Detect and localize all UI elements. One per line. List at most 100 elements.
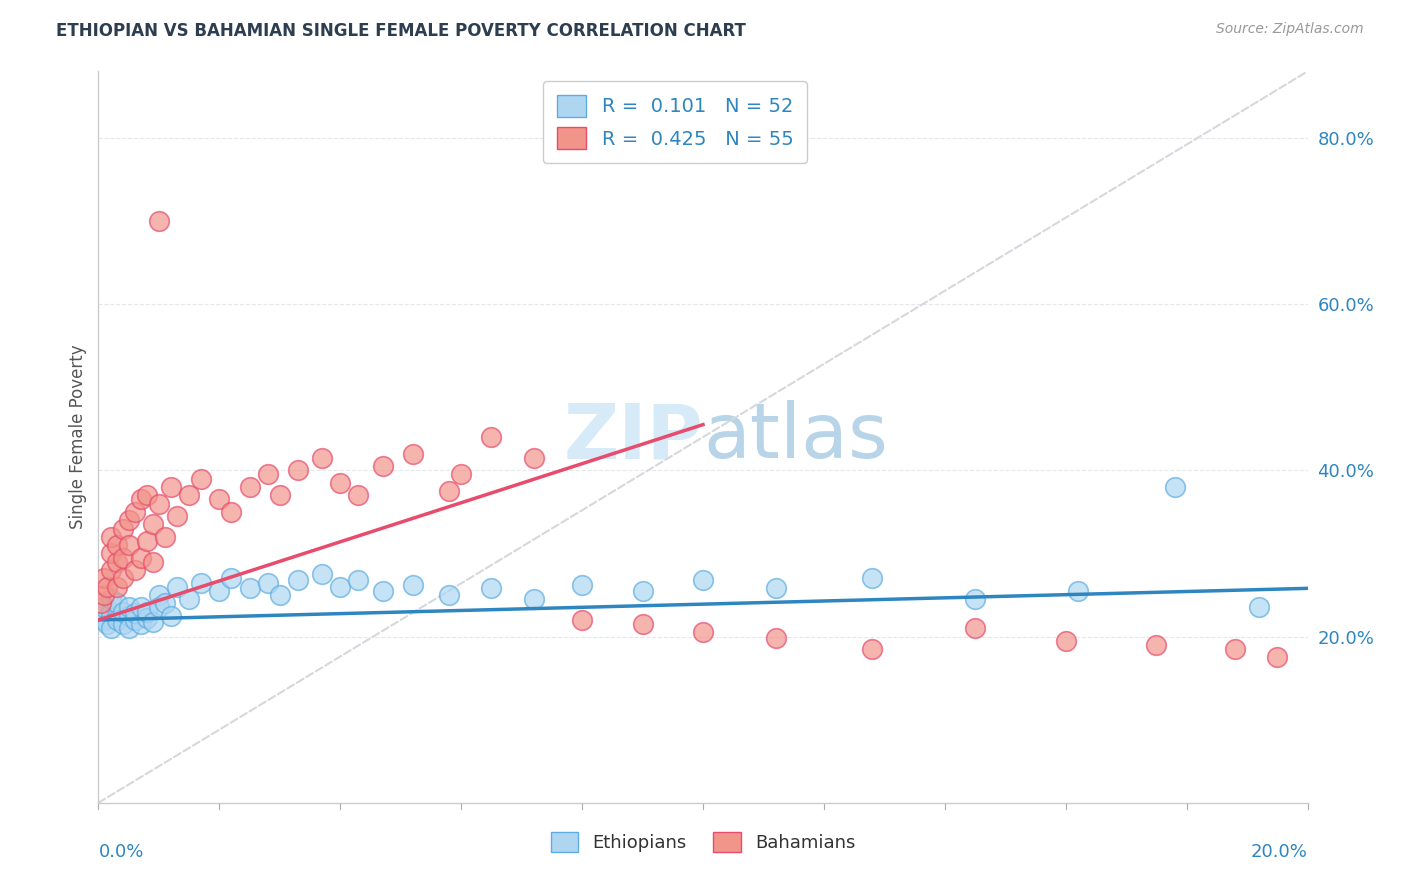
Point (523, 450, 546, 465)
Point (153, 530, 176, 544)
Legend: Ethiopians, Bahamians: Ethiopians, Bahamians (543, 824, 863, 860)
Point (105, 580, 128, 594)
Point (105, 613, 128, 627)
Point (1163, 480, 1185, 494)
Point (160, 480, 183, 494)
Point (105, 538, 128, 552)
Point (860, 642, 883, 657)
Point (166, 509, 188, 524)
Point (124, 563, 146, 577)
Point (450, 467, 472, 482)
Point (100, 621, 122, 635)
Point (239, 582, 262, 596)
Point (93, 588, 115, 602)
Point (129, 600, 152, 615)
Point (90, 596, 112, 610)
Point (371, 459, 394, 474)
Point (93, 600, 115, 615)
Point (287, 463, 309, 477)
Point (129, 617, 152, 632)
Text: ETHIOPIAN VS BAHAMIAN SINGLE FEMALE POVERTY CORRELATION CHART: ETHIOPIAN VS BAHAMIAN SINGLE FEMALE POVE… (56, 22, 747, 40)
Point (153, 596, 176, 610)
Point (311, 450, 333, 465)
Point (100, 563, 122, 577)
Point (329, 580, 352, 594)
Point (256, 467, 278, 482)
Point (692, 573, 714, 587)
Point (90, 608, 112, 623)
Point (105, 596, 128, 610)
Point (148, 588, 170, 602)
Point (765, 632, 787, 646)
Text: Source: ZipAtlas.com: Source: ZipAtlas.com (1216, 22, 1364, 37)
Point (105, 555, 128, 569)
Point (111, 617, 134, 632)
Point (765, 582, 787, 596)
Point (329, 475, 352, 490)
Point (1249, 600, 1271, 615)
Point (148, 497, 170, 511)
Point (93, 613, 115, 627)
Point (1054, 633, 1077, 648)
Point (111, 605, 134, 619)
Point (100, 530, 122, 544)
Point (142, 517, 165, 532)
Point (100, 592, 122, 607)
Point (221, 505, 243, 519)
Point (1223, 642, 1246, 657)
Point (166, 580, 188, 594)
Point (124, 607, 146, 621)
Point (221, 571, 243, 585)
Point (571, 578, 593, 592)
Point (111, 550, 134, 565)
Point (287, 573, 309, 587)
Point (135, 488, 157, 502)
Point (239, 480, 262, 494)
Point (1067, 583, 1090, 598)
Point (129, 550, 152, 565)
Point (208, 583, 231, 598)
Point (571, 613, 593, 627)
Point (179, 488, 201, 502)
Point (631, 583, 654, 598)
Point (269, 488, 291, 502)
Point (347, 488, 370, 502)
Point (347, 573, 370, 587)
Point (148, 214, 170, 228)
Point (142, 555, 165, 569)
Point (965, 592, 987, 607)
Point (118, 538, 141, 552)
Point (118, 600, 141, 615)
Point (135, 533, 157, 548)
Text: atlas: atlas (703, 401, 887, 474)
Text: 20.0%: 20.0% (1251, 843, 1308, 861)
Point (148, 600, 170, 615)
Point (208, 492, 231, 507)
Point (111, 571, 134, 585)
Point (111, 521, 134, 535)
Point (135, 611, 157, 625)
Point (96, 617, 118, 632)
Point (402, 578, 425, 592)
Point (124, 505, 146, 519)
Point (142, 615, 165, 629)
Point (631, 617, 654, 632)
Point (129, 492, 152, 507)
Text: ZIP: ZIP (564, 401, 703, 474)
Point (124, 613, 146, 627)
Point (371, 583, 394, 598)
Point (481, 430, 503, 444)
Point (437, 588, 460, 602)
Point (135, 605, 157, 619)
Point (118, 608, 141, 623)
Point (402, 447, 425, 461)
Point (1144, 638, 1167, 652)
Point (190, 472, 212, 486)
Point (160, 608, 183, 623)
Point (100, 546, 122, 560)
Point (269, 588, 291, 602)
Point (118, 513, 141, 527)
Point (481, 582, 503, 596)
Point (100, 605, 122, 619)
Point (105, 608, 128, 623)
